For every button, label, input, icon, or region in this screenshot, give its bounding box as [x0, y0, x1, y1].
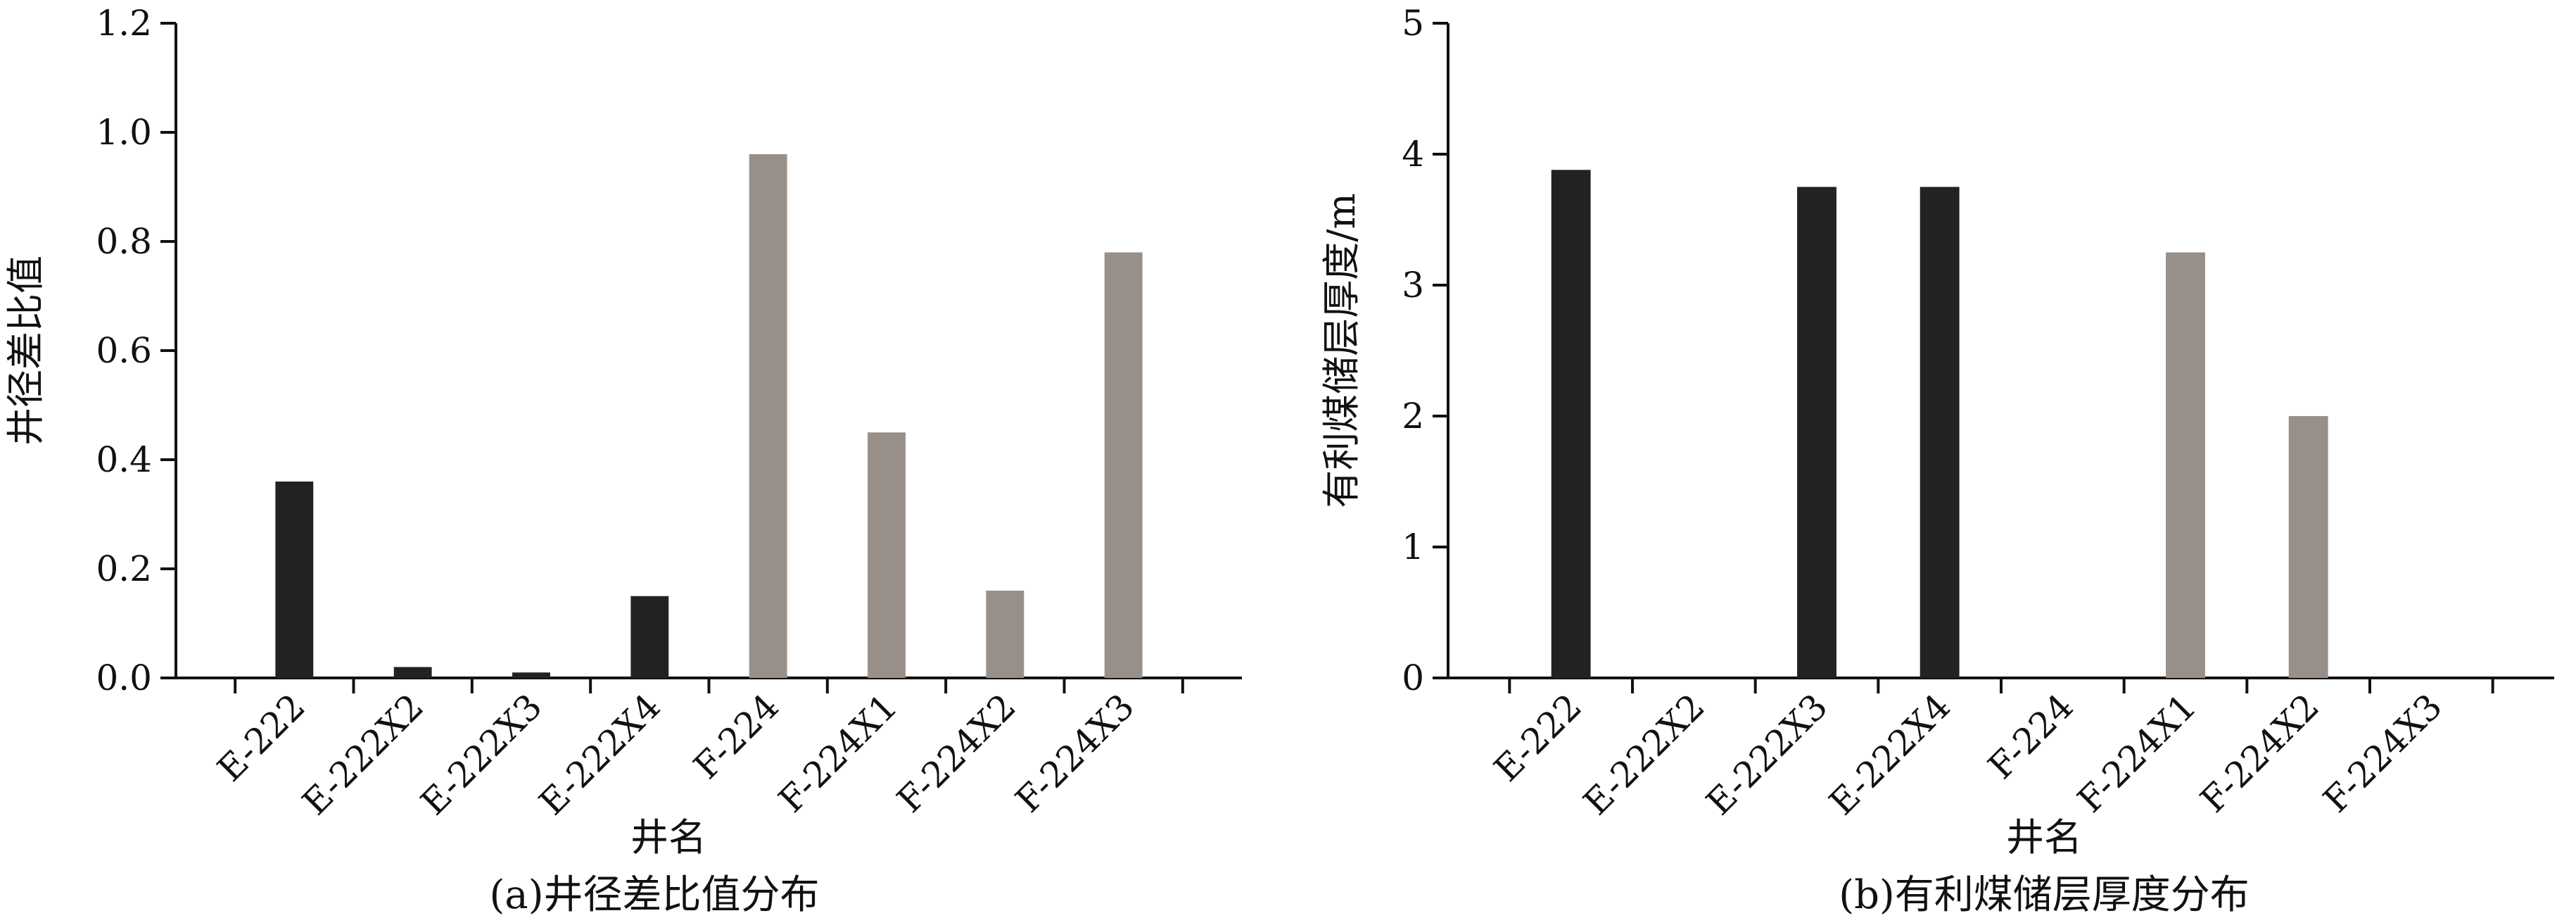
- bar-f-224x2: [986, 591, 1024, 678]
- y-tick-label: 0.4: [96, 439, 152, 480]
- y-tick-label: 1: [1402, 527, 1424, 567]
- bar-f-224x1: [868, 432, 906, 678]
- x-tick-label: E-222X2: [1575, 686, 1713, 823]
- x-axis-title: 井名: [630, 815, 706, 860]
- y-tick-label: 0.6: [96, 330, 152, 371]
- chart-a: 0.0 0.2 0.4 0.6 0.8 1.0 1.2 E-222E-222X2E-222X3…: [4, 3, 1242, 918]
- y-tick-label: 1.0: [96, 112, 152, 153]
- y-tick-label: 1.2: [96, 3, 152, 44]
- y-tick-label: 0.0: [96, 658, 152, 698]
- bar-f-224x3: [1104, 252, 1143, 678]
- bar-e-222x3: [1797, 187, 1836, 678]
- bar-e-222x2: [393, 667, 432, 678]
- x-tick-label: F-224: [686, 686, 787, 786]
- y-tick-label: 5: [1402, 3, 1424, 44]
- x-tick-label: E-222X4: [1822, 686, 1959, 823]
- bar-e-222x3: [512, 672, 550, 678]
- y-tick-label: 0: [1402, 658, 1424, 698]
- x-tick-label: F-224X2: [2193, 686, 2327, 820]
- x-tick-label: E-222X4: [531, 686, 668, 823]
- chart-caption: (b)有利煤储层厚度分布: [1839, 872, 2250, 918]
- y-tick-label: 0.8: [96, 221, 152, 262]
- x-tick-label: F-224X1: [2069, 686, 2204, 820]
- x-tick-label: F-224: [1980, 686, 2081, 786]
- x-tick-label: F-224X3: [2316, 686, 2450, 820]
- bar-e-222: [1551, 170, 1591, 678]
- y-tick-label: 2: [1402, 396, 1424, 436]
- bar-e-222x4: [630, 596, 669, 678]
- bar-f-224x1: [2166, 252, 2205, 678]
- y-tick-label: 4: [1402, 134, 1424, 175]
- x-tick-label: F-224X1: [770, 686, 905, 820]
- x-axis-title: 井名: [2006, 815, 2082, 860]
- x-tick-label: E-222X2: [295, 686, 432, 823]
- bar-f-224: [749, 154, 787, 678]
- bar-f-224x2: [2288, 416, 2328, 678]
- x-tick-label: F-224X2: [889, 686, 1024, 820]
- bar-e-222x4: [1920, 187, 1960, 678]
- bar-e-222: [275, 482, 314, 678]
- chart-caption: (a)井径差比值分布: [489, 872, 819, 918]
- y-tick-label: 0.2: [96, 548, 152, 589]
- x-tick-label: E-222: [1486, 686, 1590, 789]
- x-tick-label: E-222: [210, 686, 313, 789]
- y-axis-title: 有利煤储层厚度/m: [1319, 193, 1364, 508]
- x-tick-label: F-224X3: [1008, 686, 1142, 820]
- x-tick-label: E-222X3: [413, 686, 550, 823]
- y-axis-title: 井径差比值: [4, 256, 48, 446]
- x-tick-label: E-222X3: [1699, 686, 1836, 823]
- y-tick-label: 3: [1402, 265, 1424, 306]
